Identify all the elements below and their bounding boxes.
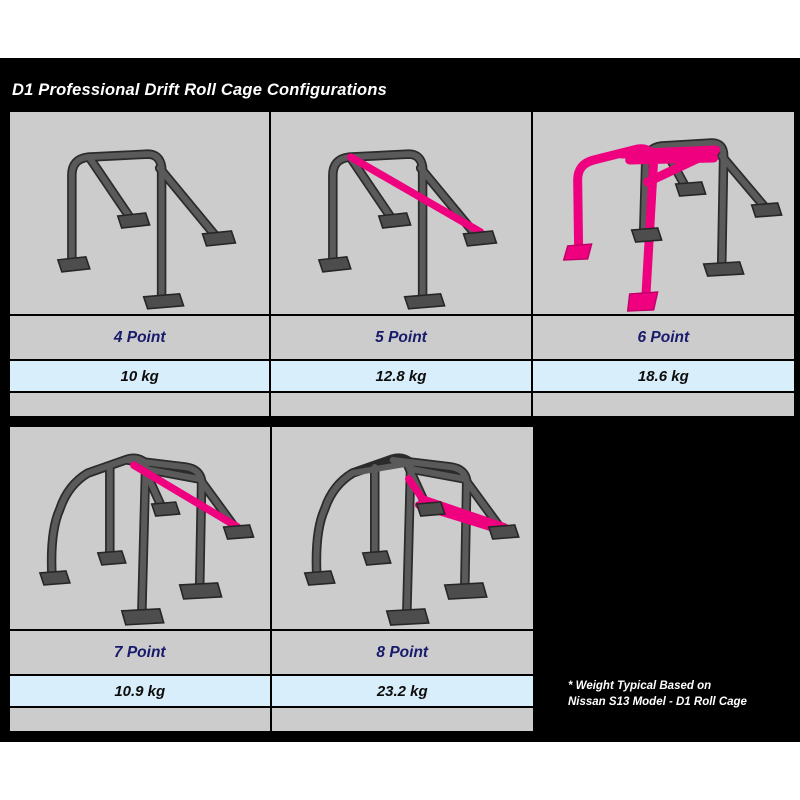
filler-cell bbox=[10, 708, 272, 731]
label-row-top: 4 Point 5 Point 6 Point bbox=[10, 316, 794, 359]
config-weight: 10 kg bbox=[120, 367, 159, 385]
weight-cell-6-point: 18.6 kg bbox=[532, 361, 794, 391]
config-weight: 10.9 kg bbox=[114, 682, 166, 700]
filler-cell bbox=[10, 393, 272, 416]
weight-cell-8-point: 23.2 kg bbox=[271, 676, 533, 706]
filler-row-top bbox=[10, 393, 794, 416]
roll-cage-6-point-diagram bbox=[562, 138, 783, 312]
weight-cell-7-point: 10.9 kg bbox=[10, 676, 272, 706]
cage-cell-7-point[interactable] bbox=[10, 427, 272, 629]
label-cell-5-point: 5 Point bbox=[271, 316, 533, 359]
page-title: D1 Professional Drift Roll Cage Configur… bbox=[12, 81, 387, 99]
diagram-row-top bbox=[10, 112, 794, 314]
weight-cell-4-point: 10 kg bbox=[10, 361, 272, 391]
config-label: 6 Point bbox=[637, 328, 690, 346]
cage-cell-5-point[interactable] bbox=[271, 112, 533, 314]
weight-cell-5-point: 12.8 kg bbox=[271, 361, 533, 391]
cage-table-top: 4 Point 5 Point 6 Point 10 kg 12.8 kg 18… bbox=[8, 110, 796, 418]
config-label: 4 Point bbox=[113, 328, 166, 346]
label-cell-4-point: 4 Point bbox=[10, 316, 272, 359]
roll-cage-4-point-diagram bbox=[56, 149, 237, 310]
label-cell-6-point: 6 Point bbox=[532, 316, 794, 359]
cage-table-bottom: 7 Point 8 Point 10.9 kg 23.2 kg bbox=[8, 425, 535, 733]
config-label: 5 Point bbox=[375, 328, 427, 346]
filler-row-bottom bbox=[10, 708, 533, 731]
front-hoop-highlight bbox=[572, 144, 720, 305]
config-weight: 18.6 kg bbox=[637, 367, 689, 385]
diagram-row-bottom bbox=[10, 427, 533, 629]
weight-footnote: * Weight Typical Based on Nissan S13 Mod… bbox=[568, 678, 747, 710]
label-cell-8-point: 8 Point bbox=[271, 631, 533, 674]
filler-cell bbox=[532, 393, 794, 416]
footnote-line-1: * Weight Typical Based on bbox=[568, 680, 712, 692]
config-weight: 12.8 kg bbox=[375, 367, 427, 385]
label-row-bottom: 7 Point 8 Point bbox=[10, 631, 533, 674]
cage-cell-4-point[interactable] bbox=[10, 112, 272, 314]
weight-row-top: 10 kg 12.8 kg 18.6 kg bbox=[10, 361, 794, 391]
footnote-line-2: Nissan S13 Model - D1 Roll Cage bbox=[568, 696, 747, 708]
cage-cell-6-point[interactable] bbox=[532, 112, 794, 314]
label-cell-7-point: 7 Point bbox=[10, 631, 272, 674]
weight-row-bottom: 10.9 kg 23.2 kg bbox=[10, 676, 533, 706]
config-label: 8 Point bbox=[376, 643, 429, 661]
filler-cell bbox=[271, 708, 533, 731]
config-weight: 23.2 kg bbox=[376, 682, 428, 700]
diagonal-brace-highlight bbox=[347, 153, 485, 236]
roll-cage-8-point-diagram bbox=[303, 453, 520, 626]
diagonal-brace-highlight bbox=[130, 461, 242, 531]
roll-cage-5-point-diagram bbox=[318, 149, 498, 310]
cage-cell-8-point[interactable] bbox=[271, 427, 533, 629]
filler-cell bbox=[271, 393, 533, 416]
roll-cage-7-point-diagram bbox=[38, 453, 255, 626]
config-label: 7 Point bbox=[113, 643, 166, 661]
